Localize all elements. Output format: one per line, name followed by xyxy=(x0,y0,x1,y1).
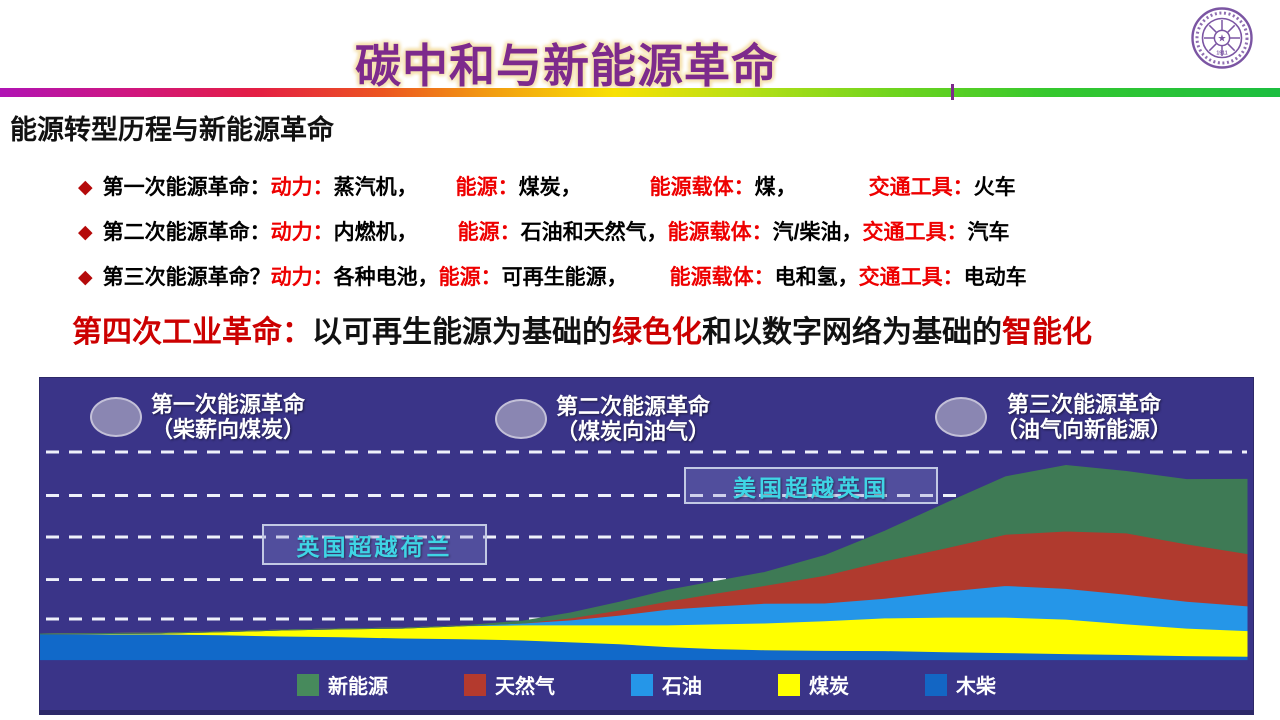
bullet-text-segment: 蒸汽机， xyxy=(333,176,418,199)
area-series-新能源 xyxy=(40,465,1248,635)
diamond-bullet-icon: ◆ xyxy=(78,177,93,198)
legend-label: 木柴 xyxy=(956,676,996,698)
revolution-text-segment: 第四次工业革命： xyxy=(72,316,312,349)
title-underline-gradient-bar xyxy=(0,88,1280,97)
revolution-text-segment: 绿色化 xyxy=(612,316,702,349)
era-label-line2: （油气向新能源） xyxy=(996,417,1173,442)
bullet-text-segment: 石油和天然气， xyxy=(520,221,668,244)
legend-label: 石油 xyxy=(662,676,702,698)
bullet-text-segment: 电动车 xyxy=(963,266,1027,289)
diamond-bullet-icon: ◆ xyxy=(78,222,93,243)
era-label-text: 第二次能源革命 （煤炭向油气） xyxy=(556,394,710,444)
legend-label: 煤炭 xyxy=(809,676,849,698)
era-label-line1: 第一次能源革命 xyxy=(151,392,306,417)
era-label-1: 第一次能源革命 （柴薪向煤炭） xyxy=(90,392,305,442)
era-label-line2: （柴薪向煤炭） xyxy=(151,417,306,442)
era-ellipse-icon xyxy=(90,397,142,437)
energy-transition-chart: 第一次能源革命 （柴薪向煤炭） 第二次能源革命 （煤炭向油气） 第三次能源革命 （油气向新… xyxy=(40,378,1253,714)
era-label-text: 第一次能源革命 （柴薪向煤炭） xyxy=(151,392,305,442)
bullet-item-2: ◆ 第二次能源革命：动力：内燃机， 能源：石油和天然气，能源载体：汽/柴油，交通工具… xyxy=(78,219,1228,247)
stacked-area-plot xyxy=(40,450,1248,661)
bullet-text-segment: 可再生能源， xyxy=(501,266,628,289)
bullet-text-segment: 第二次能源革命： xyxy=(102,221,271,244)
legend-swatch-icon xyxy=(778,673,800,696)
bullet-text-segment: 各种电池， xyxy=(333,266,439,289)
bullet-text-segment: 电和氢， xyxy=(774,266,859,289)
bullet-text-segment: 能源： xyxy=(457,221,521,244)
section-heading: 能源转型历程与新能源革命 xyxy=(10,115,334,145)
bullet-text-segment: 内燃机， xyxy=(333,221,418,244)
legend-swatch-icon xyxy=(631,673,653,696)
annotation-us-surpasses-uk: 美国超越英国 xyxy=(684,467,938,504)
bullet-text-segment: 能源： xyxy=(438,266,502,289)
legend-swatch-icon xyxy=(464,673,486,696)
legend-item-石油: 石油 xyxy=(631,670,702,699)
revolution-text-segment: 和以数字网络为基础的 xyxy=(702,316,1002,349)
bullet-text-segment: 能源载体： xyxy=(669,266,775,289)
era-label-2: 第二次能源革命 （煤炭向油气） xyxy=(495,394,710,444)
bullet-text-segment: 动力： xyxy=(270,221,334,244)
bullet-text-segment: 动力： xyxy=(270,176,334,199)
page-title: 碳中和与新能源革命 xyxy=(355,40,778,92)
legend-label: 天然气 xyxy=(495,676,555,698)
bullet-text-segment: 动力： xyxy=(270,266,334,289)
bullet-text-segment: 交通工具： xyxy=(862,221,968,244)
revolution-text-segment: 智能化 xyxy=(1002,316,1092,349)
revolution-text-segment: 以可再生能源为基础的 xyxy=(312,316,612,349)
bullet-text-segment: 火车 xyxy=(973,176,1016,199)
diamond-bullet-icon: ◆ xyxy=(78,267,93,288)
bullet-text-segment: 交通工具： xyxy=(868,176,974,199)
era-label-line1: 第二次能源革命 xyxy=(556,394,711,419)
bullet-text-segment: 能源载体： xyxy=(667,221,773,244)
chart-legend: 新能源 天然气 石油 煤炭 木柴 xyxy=(40,670,1253,699)
era-ellipse-icon xyxy=(495,399,547,439)
bullet-text-segment: 第一次能源革命： xyxy=(102,176,271,199)
annotation-uk-surpasses-netherlands: 英国超越荷兰 xyxy=(262,524,487,565)
legend-item-煤炭: 煤炭 xyxy=(778,670,849,699)
bullet-text-segment: 汽车 xyxy=(967,221,1010,244)
legend-swatch-icon xyxy=(925,673,947,696)
bullet-text-segment: 第三次能源革命？ xyxy=(102,266,271,289)
bullet-item-1: ◆ 第一次能源革命：动力：蒸汽机， 能源：煤炭， 能源载体：煤， 交通工具：火车 xyxy=(78,174,1228,202)
legend-item-天然气: 天然气 xyxy=(464,670,555,699)
legend-item-新能源: 新能源 xyxy=(297,670,388,699)
era-label-line1: 第三次能源革命 xyxy=(1007,392,1162,417)
bar-tick-mark xyxy=(951,84,954,100)
legend-swatch-icon xyxy=(297,673,319,696)
legend-label: 新能源 xyxy=(328,676,388,698)
bullet-text-segment: 能源载体： xyxy=(649,176,755,199)
legend-item-木柴: 木柴 xyxy=(925,670,996,699)
bullet-text-segment: 汽/柴油， xyxy=(772,221,863,244)
era-label-3: 第三次能源革命 （油气向新能源） xyxy=(935,392,1172,442)
bullet-text-segment: 交通工具： xyxy=(858,266,964,289)
tsinghua-university-seal-icon: ★ 1911 xyxy=(1191,7,1253,69)
svg-text:★: ★ xyxy=(1218,34,1227,45)
bullet-text-segment: 煤炭， xyxy=(518,176,582,199)
bullet-text-segment: 能源： xyxy=(455,176,519,199)
bullet-list: ◆ 第一次能源革命：动力：蒸汽机， 能源：煤炭， 能源载体：煤， 交通工具：火车 ◆ 第二次… xyxy=(78,174,1228,309)
bullet-item-3: ◆ 第三次能源革命？动力：各种电池，能源：可再生能源， 能源载体：电和氢，交通工具：… xyxy=(78,264,1228,292)
bullet-text-segment: 煤， xyxy=(754,176,797,199)
fourth-revolution-statement: 第四次工业革命：以可再生能源为基础的绿色化和以数字网络为基础的智能化 xyxy=(72,314,1092,352)
era-ellipse-icon xyxy=(935,397,987,437)
svg-text:1911: 1911 xyxy=(1216,51,1227,57)
era-label-line2: （煤炭向油气） xyxy=(556,419,711,444)
era-label-text: 第三次能源革命 （油气向新能源） xyxy=(996,392,1172,442)
